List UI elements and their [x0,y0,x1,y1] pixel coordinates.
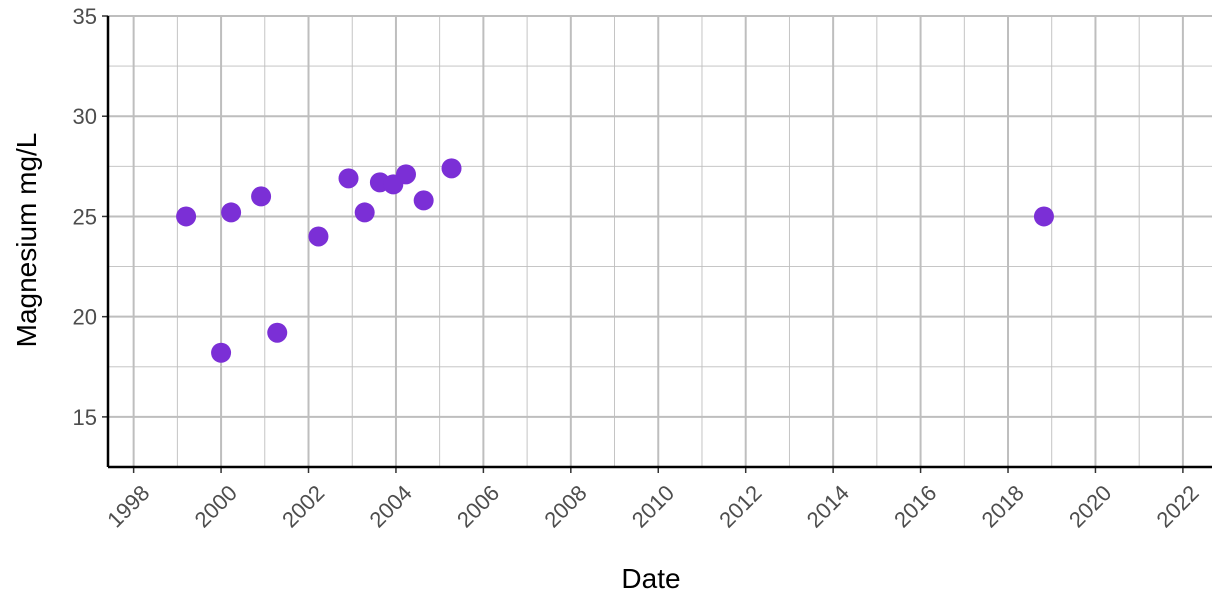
x-tick-label: 1998 [102,480,154,532]
x-tick-label: 2004 [365,480,417,532]
x-tick-label: 2010 [627,480,679,532]
data-point [267,322,288,343]
tick-labels: 1998 2000 2002 2004 2006 2008 2010 2012 2014 2016… [73,4,1204,532]
x-tick-label: 2018 [977,480,1029,532]
data-point [338,168,359,189]
y-axis-title: Magnesium mg/L [11,133,42,348]
x-tick-label: 2008 [539,480,591,532]
y-tick-label: 25 [73,204,97,229]
y-tick-label: 35 [73,4,97,29]
x-tick-label: 2014 [802,480,854,532]
data-point [211,342,232,363]
x-tick-label: 2002 [277,480,329,532]
x-tick-label: 2006 [452,480,504,532]
data-point [176,206,197,227]
data-point [395,164,416,185]
data-point [308,226,329,247]
data-point [413,190,434,211]
x-tick-label: 2022 [1151,480,1203,532]
data-point [221,202,242,223]
minor-gridlines [108,16,1212,467]
axes [102,15,1212,473]
y-tick-label: 30 [73,104,97,129]
x-axis-title: Date [621,563,680,594]
y-tick-label: 20 [73,305,97,330]
x-tick-label: 2000 [190,480,242,532]
x-tick-label: 2012 [714,480,766,532]
data-point [1033,206,1054,227]
data-points [176,158,1054,363]
data-point [354,202,375,223]
x-tick-label: 2016 [889,480,941,532]
data-point [441,158,462,179]
x-tick-label: 2020 [1064,480,1116,532]
major-gridlines [108,15,1212,467]
data-point [251,186,272,207]
y-tick-label: 15 [73,405,97,430]
